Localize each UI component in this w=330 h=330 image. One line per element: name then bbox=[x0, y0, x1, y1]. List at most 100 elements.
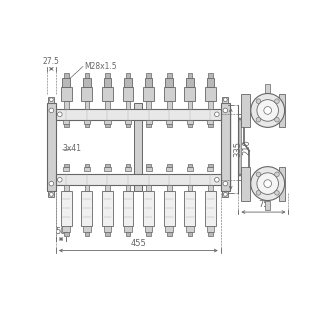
Bar bbox=[167, 185, 172, 191]
Bar bbox=[167, 164, 172, 167]
Bar bbox=[187, 232, 192, 236]
Circle shape bbox=[256, 99, 261, 104]
Bar bbox=[279, 93, 285, 127]
Circle shape bbox=[50, 98, 53, 102]
Bar bbox=[104, 78, 111, 87]
Bar bbox=[207, 226, 214, 232]
Bar bbox=[146, 74, 151, 78]
Bar bbox=[279, 167, 285, 201]
Bar bbox=[146, 124, 151, 127]
Bar bbox=[48, 191, 54, 197]
Bar bbox=[123, 191, 133, 226]
Bar bbox=[146, 185, 151, 191]
Bar bbox=[84, 120, 90, 124]
Bar bbox=[205, 191, 216, 226]
Circle shape bbox=[223, 108, 228, 113]
Bar bbox=[123, 87, 133, 101]
Circle shape bbox=[257, 173, 279, 194]
Bar bbox=[102, 191, 113, 226]
Bar bbox=[187, 101, 192, 109]
Bar bbox=[143, 191, 154, 226]
Circle shape bbox=[275, 99, 279, 104]
Bar bbox=[165, 78, 173, 87]
Circle shape bbox=[264, 180, 272, 187]
Bar bbox=[64, 74, 69, 78]
Bar bbox=[104, 226, 111, 232]
Bar bbox=[135, 103, 142, 191]
Bar bbox=[166, 167, 172, 171]
Bar bbox=[167, 232, 172, 236]
Bar bbox=[187, 74, 192, 78]
Bar bbox=[83, 78, 91, 87]
Bar bbox=[62, 78, 70, 87]
Bar bbox=[164, 87, 175, 101]
Bar bbox=[84, 167, 90, 171]
Circle shape bbox=[223, 98, 227, 102]
Circle shape bbox=[223, 181, 228, 186]
Bar bbox=[187, 167, 193, 171]
Bar bbox=[146, 232, 151, 236]
Circle shape bbox=[57, 112, 62, 116]
Text: 455: 455 bbox=[130, 239, 146, 248]
Bar bbox=[104, 120, 111, 124]
Bar bbox=[126, 74, 130, 78]
Circle shape bbox=[256, 117, 261, 122]
Bar bbox=[145, 78, 152, 87]
Bar bbox=[146, 167, 152, 171]
Circle shape bbox=[264, 107, 272, 114]
Bar bbox=[265, 84, 270, 93]
Bar bbox=[146, 120, 152, 124]
Circle shape bbox=[257, 100, 279, 121]
Bar bbox=[166, 120, 172, 124]
Bar bbox=[126, 124, 130, 127]
Bar bbox=[84, 101, 89, 109]
Text: 210: 210 bbox=[242, 139, 251, 155]
Bar bbox=[146, 164, 151, 167]
Bar bbox=[125, 120, 131, 124]
Bar bbox=[62, 226, 70, 232]
Circle shape bbox=[256, 172, 261, 177]
Bar bbox=[64, 101, 69, 109]
Bar bbox=[184, 191, 195, 226]
Bar bbox=[207, 120, 214, 124]
Bar bbox=[63, 120, 69, 124]
Bar bbox=[167, 124, 172, 127]
Bar bbox=[105, 232, 110, 236]
Bar bbox=[105, 74, 110, 78]
Bar bbox=[84, 124, 89, 127]
Circle shape bbox=[251, 93, 284, 127]
Bar bbox=[83, 226, 91, 232]
Bar bbox=[146, 101, 151, 109]
Bar bbox=[124, 78, 132, 87]
Bar bbox=[208, 185, 213, 191]
Bar bbox=[64, 124, 69, 127]
Bar bbox=[48, 97, 54, 103]
Circle shape bbox=[223, 192, 227, 196]
Bar bbox=[126, 164, 130, 167]
Bar bbox=[208, 232, 213, 236]
Bar bbox=[104, 167, 111, 171]
Bar bbox=[187, 185, 192, 191]
Bar bbox=[187, 164, 192, 167]
Text: 27.5: 27.5 bbox=[43, 57, 60, 66]
Bar bbox=[167, 101, 172, 109]
Bar bbox=[241, 93, 250, 127]
Text: 3x41: 3x41 bbox=[62, 144, 81, 153]
Bar bbox=[64, 185, 69, 191]
Circle shape bbox=[50, 192, 53, 196]
Circle shape bbox=[214, 178, 219, 182]
Circle shape bbox=[214, 112, 219, 116]
Bar bbox=[56, 109, 221, 120]
Circle shape bbox=[275, 190, 279, 195]
Bar bbox=[47, 103, 56, 191]
Bar bbox=[105, 124, 110, 127]
Bar bbox=[125, 167, 131, 171]
Circle shape bbox=[49, 181, 54, 186]
Bar bbox=[126, 232, 130, 236]
Bar bbox=[124, 226, 132, 232]
Bar bbox=[265, 201, 270, 210]
Bar bbox=[105, 185, 110, 191]
Bar bbox=[64, 164, 69, 167]
Bar bbox=[82, 191, 92, 226]
Bar bbox=[207, 167, 214, 171]
